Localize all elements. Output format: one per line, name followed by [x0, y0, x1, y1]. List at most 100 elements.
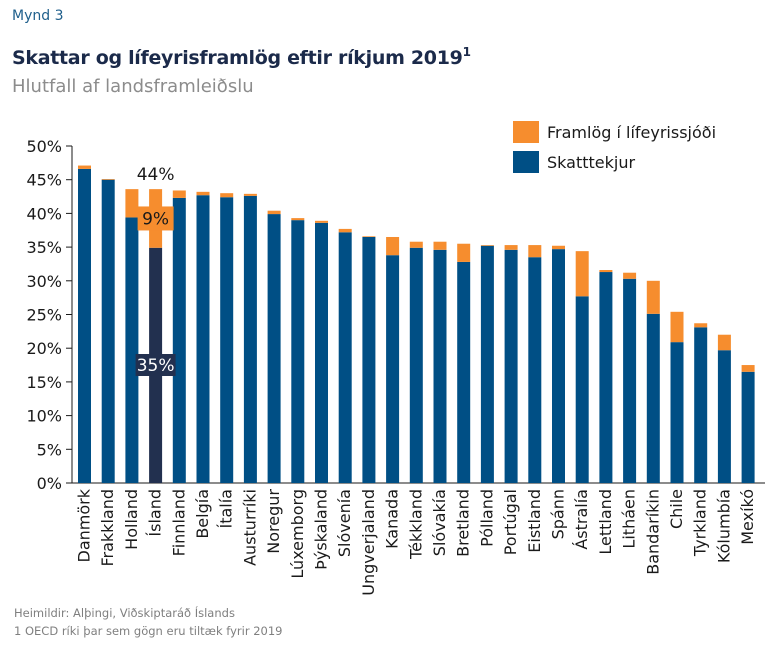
- bar-pension: [243, 193, 257, 196]
- chart-subtitle: Hlutfall af landsframleiðslu: [12, 76, 254, 97]
- x-tick-label: Mexíkó: [738, 489, 757, 545]
- y-tick-label: 40%: [26, 204, 62, 223]
- bar-pension: [741, 365, 755, 372]
- y-tick-label: 10%: [26, 407, 62, 426]
- footer-source: Heimildir: Alþingi, Viðskiptaráð Íslands: [14, 606, 235, 620]
- bar-tax: [646, 313, 660, 483]
- bar-tax: [599, 272, 613, 483]
- x-tick-label: Chile: [667, 489, 686, 529]
- bar-pension: [504, 245, 518, 250]
- bar-tax: [528, 257, 542, 483]
- chart-title-text: Skattar og lífeyrisframlög eftir ríkjum …: [12, 47, 463, 69]
- bar-pension: [291, 218, 305, 221]
- bar-tax: [125, 217, 139, 483]
- x-tick-label: Lettland: [596, 489, 615, 555]
- bar-pension: [362, 236, 376, 237]
- legend-swatch-tax: [513, 151, 539, 173]
- y-tick-label: 25%: [26, 306, 62, 325]
- chart-title: Skattar og lífeyrisframlög eftir ríkjum …: [12, 45, 471, 69]
- bar-tax: [291, 220, 305, 483]
- bar-tax: [172, 197, 186, 483]
- bar-tax: [741, 371, 755, 483]
- x-tick-label: Tyrkland: [691, 489, 710, 557]
- bar-tax: [78, 168, 91, 483]
- x-tick-label: Ástralía: [572, 489, 591, 550]
- bar-tax: [101, 179, 115, 483]
- x-tick-label: Slóvenía: [335, 489, 354, 557]
- bar-tax: [338, 232, 352, 483]
- x-tick-label: Eistland: [525, 489, 544, 553]
- figure-label: Mynd 3: [12, 8, 64, 24]
- y-tick-label: 30%: [26, 272, 62, 291]
- x-tick-label: Spánn: [549, 489, 568, 539]
- y-tick-label: 35%: [26, 238, 62, 257]
- x-tick-label: Ungverjaland: [359, 489, 378, 596]
- bar-pension: [196, 191, 210, 196]
- x-tick-label: Belgía: [193, 489, 212, 539]
- x-tick-label: Holland: [122, 489, 141, 550]
- bar-tax: [433, 249, 447, 483]
- bar-tax: [552, 249, 565, 483]
- y-tick-label: 45%: [26, 171, 62, 190]
- x-tick-label: Noregur: [264, 489, 283, 554]
- bar-pension: [670, 311, 684, 343]
- bar-pension: [717, 334, 731, 351]
- bar-pension: [646, 280, 660, 314]
- x-tick-label: Danmörk: [75, 488, 94, 562]
- bar-pension: [457, 243, 471, 262]
- bar-tax: [315, 222, 328, 483]
- bar-pension: [386, 236, 400, 256]
- bar-tax: [196, 195, 210, 483]
- annotation-pension: 9%: [142, 209, 169, 229]
- bar-pension: [575, 251, 589, 297]
- bar-tax: [267, 214, 281, 483]
- bar-pension: [409, 241, 423, 248]
- bar-pension: [338, 228, 352, 233]
- footer-note: 1 OECD ríki þar sem gögn eru tiltæk fyri…: [14, 624, 283, 638]
- bar-pension: [433, 241, 447, 250]
- bar-tax: [457, 261, 471, 483]
- x-tick-label: Kólumbía: [714, 489, 733, 563]
- annotation-tax-box: [135, 354, 176, 376]
- bar-tax: [717, 350, 731, 483]
- bar-pension: [315, 220, 328, 223]
- bar-tax: [670, 342, 684, 483]
- y-tick-label: 15%: [26, 373, 62, 392]
- bar-tax: [694, 327, 708, 483]
- x-tick-label: Bretland: [454, 489, 473, 557]
- x-tick-label: Bandaríkin: [643, 489, 662, 575]
- bar-pension: [125, 189, 139, 218]
- bar-tax: [220, 197, 234, 483]
- bar-tax: [243, 195, 257, 483]
- annotation-pension-box: [137, 206, 174, 231]
- bar-pension: [623, 272, 637, 279]
- bar-tax: [480, 245, 494, 483]
- bar-tax: [623, 278, 637, 483]
- x-tick-label: Portúgal: [501, 489, 520, 555]
- bar-pension: [220, 193, 234, 198]
- x-tick-label: Finnland: [169, 489, 188, 556]
- bar-pension: [267, 210, 281, 215]
- bar-pension: [599, 270, 613, 273]
- bar-tax: [362, 236, 376, 483]
- bar-pension: [694, 323, 708, 328]
- x-tick-label: Ísland: [146, 489, 165, 537]
- bar-tax: [409, 247, 423, 483]
- annotation-total: 44%: [137, 165, 175, 185]
- legend-item-pension: Framlög í lífeyrissjóði: [513, 117, 716, 147]
- legend: Framlög í lífeyrissjóði Skatttekjur: [513, 117, 716, 177]
- bar-pension: [528, 245, 542, 258]
- y-tick-label: 0%: [37, 474, 62, 493]
- bar-pension: [480, 245, 494, 246]
- bar-pension: [552, 245, 565, 250]
- x-tick-label: Frakkland: [98, 489, 117, 567]
- legend-label-tax: Skatttekjur: [547, 152, 636, 172]
- x-tick-label: Þýskaland: [312, 489, 331, 570]
- y-tick-label: 20%: [26, 339, 62, 358]
- y-tick-label: 50%: [26, 137, 62, 156]
- x-tick-label: Slóvakía: [430, 489, 449, 556]
- bar-tax: [575, 296, 589, 483]
- bar-pension: [78, 165, 91, 169]
- x-tick-label: Pólland: [477, 489, 496, 547]
